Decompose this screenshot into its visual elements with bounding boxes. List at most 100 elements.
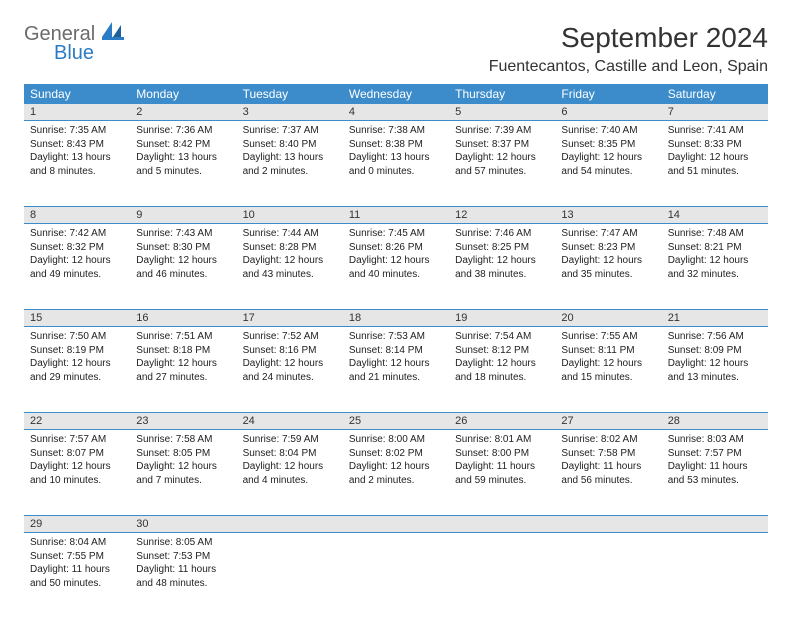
sunrise-line: Sunrise: 7:41 AM bbox=[668, 124, 762, 138]
day-cell: Sunrise: 7:54 AMSunset: 8:12 PMDaylight:… bbox=[449, 327, 555, 413]
day-cell: Sunrise: 7:50 AMSunset: 8:19 PMDaylight:… bbox=[24, 327, 130, 413]
daynum-cell: 11 bbox=[343, 207, 449, 224]
daynum-cell: 17 bbox=[237, 310, 343, 327]
sunrise-line: Sunrise: 7:38 AM bbox=[349, 124, 443, 138]
sunrise-line: Sunrise: 8:03 AM bbox=[668, 433, 762, 447]
daylight-line: Daylight: 13 hours and 8 minutes. bbox=[30, 151, 124, 178]
daynum-cell bbox=[237, 516, 343, 533]
sunset-line: Sunset: 8:18 PM bbox=[136, 344, 230, 358]
sunset-line: Sunset: 8:09 PM bbox=[668, 344, 762, 358]
day-cell: Sunrise: 7:36 AMSunset: 8:42 PMDaylight:… bbox=[130, 121, 236, 207]
logo-sail-icon bbox=[102, 27, 124, 44]
day-cell: Sunrise: 7:51 AMSunset: 8:18 PMDaylight:… bbox=[130, 327, 236, 413]
day-cell: Sunrise: 8:02 AMSunset: 7:58 PMDaylight:… bbox=[555, 430, 661, 516]
sunrise-line: Sunrise: 7:55 AM bbox=[561, 330, 655, 344]
day-cell: Sunrise: 7:58 AMSunset: 8:05 PMDaylight:… bbox=[130, 430, 236, 516]
sunset-line: Sunset: 8:25 PM bbox=[455, 241, 549, 255]
day-content: Sunrise: 7:55 AMSunset: 8:11 PMDaylight:… bbox=[555, 327, 661, 390]
day-content: Sunrise: 8:04 AMSunset: 7:55 PMDaylight:… bbox=[24, 533, 130, 596]
day-content: Sunrise: 7:46 AMSunset: 8:25 PMDaylight:… bbox=[449, 224, 555, 287]
sunset-line: Sunset: 8:40 PM bbox=[243, 138, 337, 152]
week-row: Sunrise: 7:35 AMSunset: 8:43 PMDaylight:… bbox=[24, 121, 768, 207]
daynum-cell bbox=[555, 516, 661, 533]
weekday-header: Tuesday bbox=[237, 84, 343, 104]
sunset-line: Sunset: 8:32 PM bbox=[30, 241, 124, 255]
daynum-cell: 10 bbox=[237, 207, 343, 224]
daylight-line: Daylight: 12 hours and 54 minutes. bbox=[561, 151, 655, 178]
day-number: 20 bbox=[555, 310, 661, 326]
day-content: Sunrise: 7:44 AMSunset: 8:28 PMDaylight:… bbox=[237, 224, 343, 287]
logo: General Blue bbox=[24, 22, 124, 63]
daynum-cell: 5 bbox=[449, 104, 555, 121]
daynum-row: 2930 bbox=[24, 516, 768, 533]
day-cell: Sunrise: 7:43 AMSunset: 8:30 PMDaylight:… bbox=[130, 224, 236, 310]
daynum-cell: 4 bbox=[343, 104, 449, 121]
sunrise-line: Sunrise: 8:00 AM bbox=[349, 433, 443, 447]
day-cell: Sunrise: 7:47 AMSunset: 8:23 PMDaylight:… bbox=[555, 224, 661, 310]
sunset-line: Sunset: 8:43 PM bbox=[30, 138, 124, 152]
daylight-line: Daylight: 11 hours and 53 minutes. bbox=[668, 460, 762, 487]
day-cell bbox=[555, 533, 661, 619]
week-row: Sunrise: 7:42 AMSunset: 8:32 PMDaylight:… bbox=[24, 224, 768, 310]
day-cell bbox=[237, 533, 343, 619]
day-number: 11 bbox=[343, 207, 449, 223]
day-number: 24 bbox=[237, 413, 343, 429]
daynum-cell: 25 bbox=[343, 413, 449, 430]
day-content: Sunrise: 7:40 AMSunset: 8:35 PMDaylight:… bbox=[555, 121, 661, 184]
daylight-line: Daylight: 12 hours and 29 minutes. bbox=[30, 357, 124, 384]
sunset-line: Sunset: 8:28 PM bbox=[243, 241, 337, 255]
daylight-line: Daylight: 12 hours and 51 minutes. bbox=[668, 151, 762, 178]
daylight-line: Daylight: 12 hours and 49 minutes. bbox=[30, 254, 124, 281]
daynum-cell: 15 bbox=[24, 310, 130, 327]
daynum-row: 22232425262728 bbox=[24, 413, 768, 430]
daynum-cell: 1 bbox=[24, 104, 130, 121]
daynum-row: 1234567 bbox=[24, 104, 768, 121]
day-content: Sunrise: 7:52 AMSunset: 8:16 PMDaylight:… bbox=[237, 327, 343, 390]
daynum-cell: 12 bbox=[449, 207, 555, 224]
day-content: Sunrise: 7:42 AMSunset: 8:32 PMDaylight:… bbox=[24, 224, 130, 287]
sunrise-line: Sunrise: 8:01 AM bbox=[455, 433, 549, 447]
day-number: 5 bbox=[449, 104, 555, 120]
sunset-line: Sunset: 8:30 PM bbox=[136, 241, 230, 255]
day-number: 6 bbox=[555, 104, 661, 120]
daylight-line: Daylight: 12 hours and 2 minutes. bbox=[349, 460, 443, 487]
day-content: Sunrise: 7:57 AMSunset: 8:07 PMDaylight:… bbox=[24, 430, 130, 493]
day-cell: Sunrise: 7:59 AMSunset: 8:04 PMDaylight:… bbox=[237, 430, 343, 516]
day-number: 25 bbox=[343, 413, 449, 429]
daynum-cell: 13 bbox=[555, 207, 661, 224]
weekday-header: Friday bbox=[555, 84, 661, 104]
sunset-line: Sunset: 8:05 PM bbox=[136, 447, 230, 461]
daynum-row: 15161718192021 bbox=[24, 310, 768, 327]
weekday-header: Saturday bbox=[662, 84, 768, 104]
daynum-cell: 19 bbox=[449, 310, 555, 327]
daynum-cell: 18 bbox=[343, 310, 449, 327]
daynum-cell: 20 bbox=[555, 310, 661, 327]
daylight-line: Daylight: 11 hours and 48 minutes. bbox=[136, 563, 230, 590]
day-content: Sunrise: 7:39 AMSunset: 8:37 PMDaylight:… bbox=[449, 121, 555, 184]
sunset-line: Sunset: 7:57 PM bbox=[668, 447, 762, 461]
sunrise-line: Sunrise: 7:43 AM bbox=[136, 227, 230, 241]
sunrise-line: Sunrise: 7:39 AM bbox=[455, 124, 549, 138]
daynum-cell: 21 bbox=[662, 310, 768, 327]
day-cell: Sunrise: 7:38 AMSunset: 8:38 PMDaylight:… bbox=[343, 121, 449, 207]
header: General Blue September 2024 Fuentecantos… bbox=[24, 22, 768, 76]
day-number: 7 bbox=[662, 104, 768, 120]
weekday-header: Wednesday bbox=[343, 84, 449, 104]
daynum-cell: 6 bbox=[555, 104, 661, 121]
day-cell: Sunrise: 7:56 AMSunset: 8:09 PMDaylight:… bbox=[662, 327, 768, 413]
daylight-line: Daylight: 12 hours and 15 minutes. bbox=[561, 357, 655, 384]
day-cell bbox=[662, 533, 768, 619]
sunrise-line: Sunrise: 7:56 AM bbox=[668, 330, 762, 344]
sunrise-line: Sunrise: 7:45 AM bbox=[349, 227, 443, 241]
day-content: Sunrise: 7:50 AMSunset: 8:19 PMDaylight:… bbox=[24, 327, 130, 390]
sunrise-line: Sunrise: 7:59 AM bbox=[243, 433, 337, 447]
sunset-line: Sunset: 8:21 PM bbox=[668, 241, 762, 255]
daynum-cell bbox=[343, 516, 449, 533]
week-row: Sunrise: 7:50 AMSunset: 8:19 PMDaylight:… bbox=[24, 327, 768, 413]
daynum-cell: 8 bbox=[24, 207, 130, 224]
day-content: Sunrise: 8:00 AMSunset: 8:02 PMDaylight:… bbox=[343, 430, 449, 493]
day-number: 29 bbox=[24, 516, 130, 532]
day-content: Sunrise: 8:03 AMSunset: 7:57 PMDaylight:… bbox=[662, 430, 768, 493]
day-content: Sunrise: 7:53 AMSunset: 8:14 PMDaylight:… bbox=[343, 327, 449, 390]
day-number: 8 bbox=[24, 207, 130, 223]
